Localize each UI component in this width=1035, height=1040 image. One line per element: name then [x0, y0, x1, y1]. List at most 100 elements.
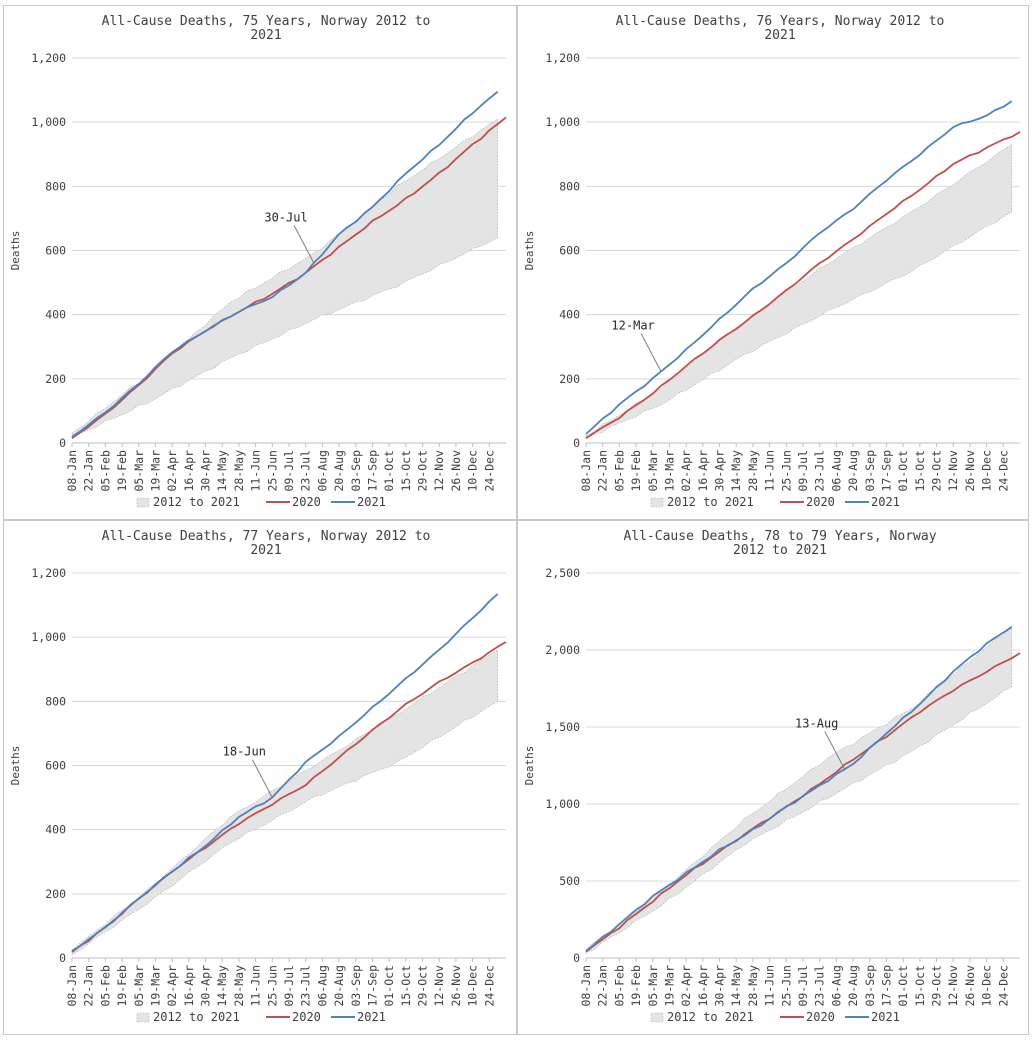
x-tick-label: 25-Jun — [779, 965, 793, 1007]
y-tick-label: 500 — [559, 874, 580, 888]
x-tick-label: 23-Jul — [299, 965, 313, 1007]
x-tick-label: 22-Jan — [82, 450, 96, 492]
x-tick-label: 05-Mar — [132, 450, 146, 492]
x-tick-label: 28-May — [746, 965, 760, 1007]
x-tick-label: 12-Nov — [946, 450, 960, 492]
chart-panel-3: All-Cause Deaths, 77 Years, Norway 2012 … — [3, 520, 517, 1035]
y-tick-label: 400 — [559, 308, 580, 322]
x-tick-label: 01-Oct — [896, 450, 910, 492]
y-tick-label: 200 — [559, 372, 580, 386]
x-tick-label: 20-Aug — [846, 450, 860, 492]
legend-label: 2020 — [806, 1010, 835, 1024]
y-tick-label: 1,000 — [545, 797, 580, 811]
x-tick-label: 17-Sep — [365, 965, 379, 1007]
legend-label: 2012 to 2021 — [667, 495, 754, 509]
x-tick-label: 11-Jun — [249, 450, 263, 492]
x-tick-label: 03-Sep — [349, 965, 363, 1007]
x-tick-label: 20-Aug — [332, 450, 346, 492]
x-tick-label: 09-Jul — [282, 450, 296, 492]
legend-swatch-band — [136, 1012, 150, 1023]
chart-title-line: 2021 — [250, 543, 281, 558]
x-tick-label: 05-Feb — [98, 450, 112, 492]
x-tick-label: 01-Oct — [896, 965, 910, 1007]
band-2012-to-2021 — [71, 118, 498, 438]
legend-label: 2021 — [357, 495, 386, 509]
legend-swatch-band — [650, 1012, 664, 1023]
x-tick-label: 05-Mar — [646, 965, 660, 1007]
y-tick-label: 1,500 — [545, 720, 580, 734]
y-tick-label: 800 — [45, 179, 66, 193]
x-tick-label: 22-Jan — [596, 965, 610, 1007]
y-axis-label: Deaths — [9, 746, 22, 786]
x-tick-label: 14-May — [215, 965, 229, 1007]
band-2012-to-2021 — [585, 626, 1012, 954]
x-tick-label: 24-Dec — [482, 450, 496, 492]
y-tick-label: 800 — [559, 179, 580, 193]
chart-title-line: 2021 — [764, 28, 795, 43]
y-tick-label: 600 — [559, 244, 580, 258]
chart-1: All-Cause Deaths, 75 Years, Norway 2012 … — [9, 14, 507, 509]
x-tick-label: 24-Dec — [996, 450, 1010, 492]
y-axis-label: Deaths — [523, 746, 536, 786]
x-tick-label: 19-Feb — [629, 450, 643, 492]
x-tick-label: 02-Apr — [165, 450, 179, 492]
y-tick-label: 0 — [59, 436, 66, 450]
legend-label: 2012 to 2021 — [153, 1010, 240, 1024]
y-tick-label: 200 — [45, 372, 66, 386]
x-tick-label: 19-Mar — [662, 450, 676, 492]
x-tick-label: 14-May — [729, 450, 743, 492]
legend-label: 2012 to 2021 — [153, 495, 240, 509]
x-tick-label: 16-Apr — [696, 965, 710, 1007]
x-tick-label: 25-Jun — [265, 450, 279, 492]
x-tick-label: 25-Jun — [779, 450, 793, 492]
chart-title-line: 2012 to 2021 — [733, 543, 827, 558]
annotation-leader — [824, 731, 846, 770]
series-line-2021 — [585, 100, 1013, 435]
legend-swatch-band — [650, 497, 664, 508]
y-tick-label: 1,200 — [31, 51, 66, 65]
x-tick-label: 26-Nov — [963, 450, 977, 492]
y-tick-label: 1,000 — [31, 115, 66, 129]
y-tick-label: 0 — [59, 951, 66, 965]
x-tick-label: 28-May — [232, 965, 246, 1007]
x-tick-label: 30-Apr — [713, 965, 727, 1007]
chart-3: All-Cause Deaths, 77 Years, Norway 2012 … — [9, 529, 507, 1024]
legend-label: 2020 — [292, 495, 321, 509]
chart-title-line: All-Cause Deaths, 78 to 79 Years, Norway — [623, 529, 936, 544]
series-line-2020 — [71, 116, 507, 439]
band-2012-to-2021 — [71, 649, 498, 956]
x-tick-label: 01-Oct — [382, 965, 396, 1007]
x-tick-label: 06-Aug — [829, 450, 843, 492]
x-tick-label: 23-Jul — [813, 965, 827, 1007]
y-tick-label: 400 — [45, 823, 66, 837]
x-tick-label: 12-Nov — [946, 965, 960, 1007]
x-tick-label: 09-Jul — [282, 965, 296, 1007]
x-tick-label: 14-May — [729, 965, 743, 1007]
chart-title-line: 2021 — [250, 28, 281, 43]
y-tick-label: 1,200 — [31, 566, 66, 580]
x-tick-label: 15-Oct — [913, 450, 927, 492]
x-tick-label: 05-Feb — [612, 965, 626, 1007]
y-axis-label: Deaths — [9, 231, 22, 271]
x-tick-label: 19-Mar — [148, 450, 162, 492]
x-tick-label: 15-Oct — [399, 450, 413, 492]
x-tick-label: 16-Apr — [182, 450, 196, 492]
x-tick-label: 02-Apr — [165, 965, 179, 1007]
x-tick-label: 11-Jun — [763, 965, 777, 1007]
annotation-label: 12-Mar — [611, 319, 654, 333]
legend-label: 2021 — [871, 495, 900, 509]
x-tick-label: 05-Mar — [646, 450, 660, 492]
x-tick-label: 17-Sep — [879, 965, 893, 1007]
x-tick-label: 05-Feb — [612, 450, 626, 492]
annotation-leader — [251, 759, 273, 798]
x-tick-label: 09-Jul — [796, 450, 810, 492]
x-tick-label: 09-Jul — [796, 965, 810, 1007]
series-line-2021 — [71, 91, 499, 438]
legend-label: 2020 — [806, 495, 835, 509]
x-tick-label: 22-Jan — [596, 450, 610, 492]
y-tick-label: 2,000 — [545, 643, 580, 657]
series-line-2021 — [585, 626, 1013, 952]
x-tick-label: 10-Dec — [980, 450, 994, 492]
x-tick-label: 24-Dec — [996, 965, 1010, 1007]
